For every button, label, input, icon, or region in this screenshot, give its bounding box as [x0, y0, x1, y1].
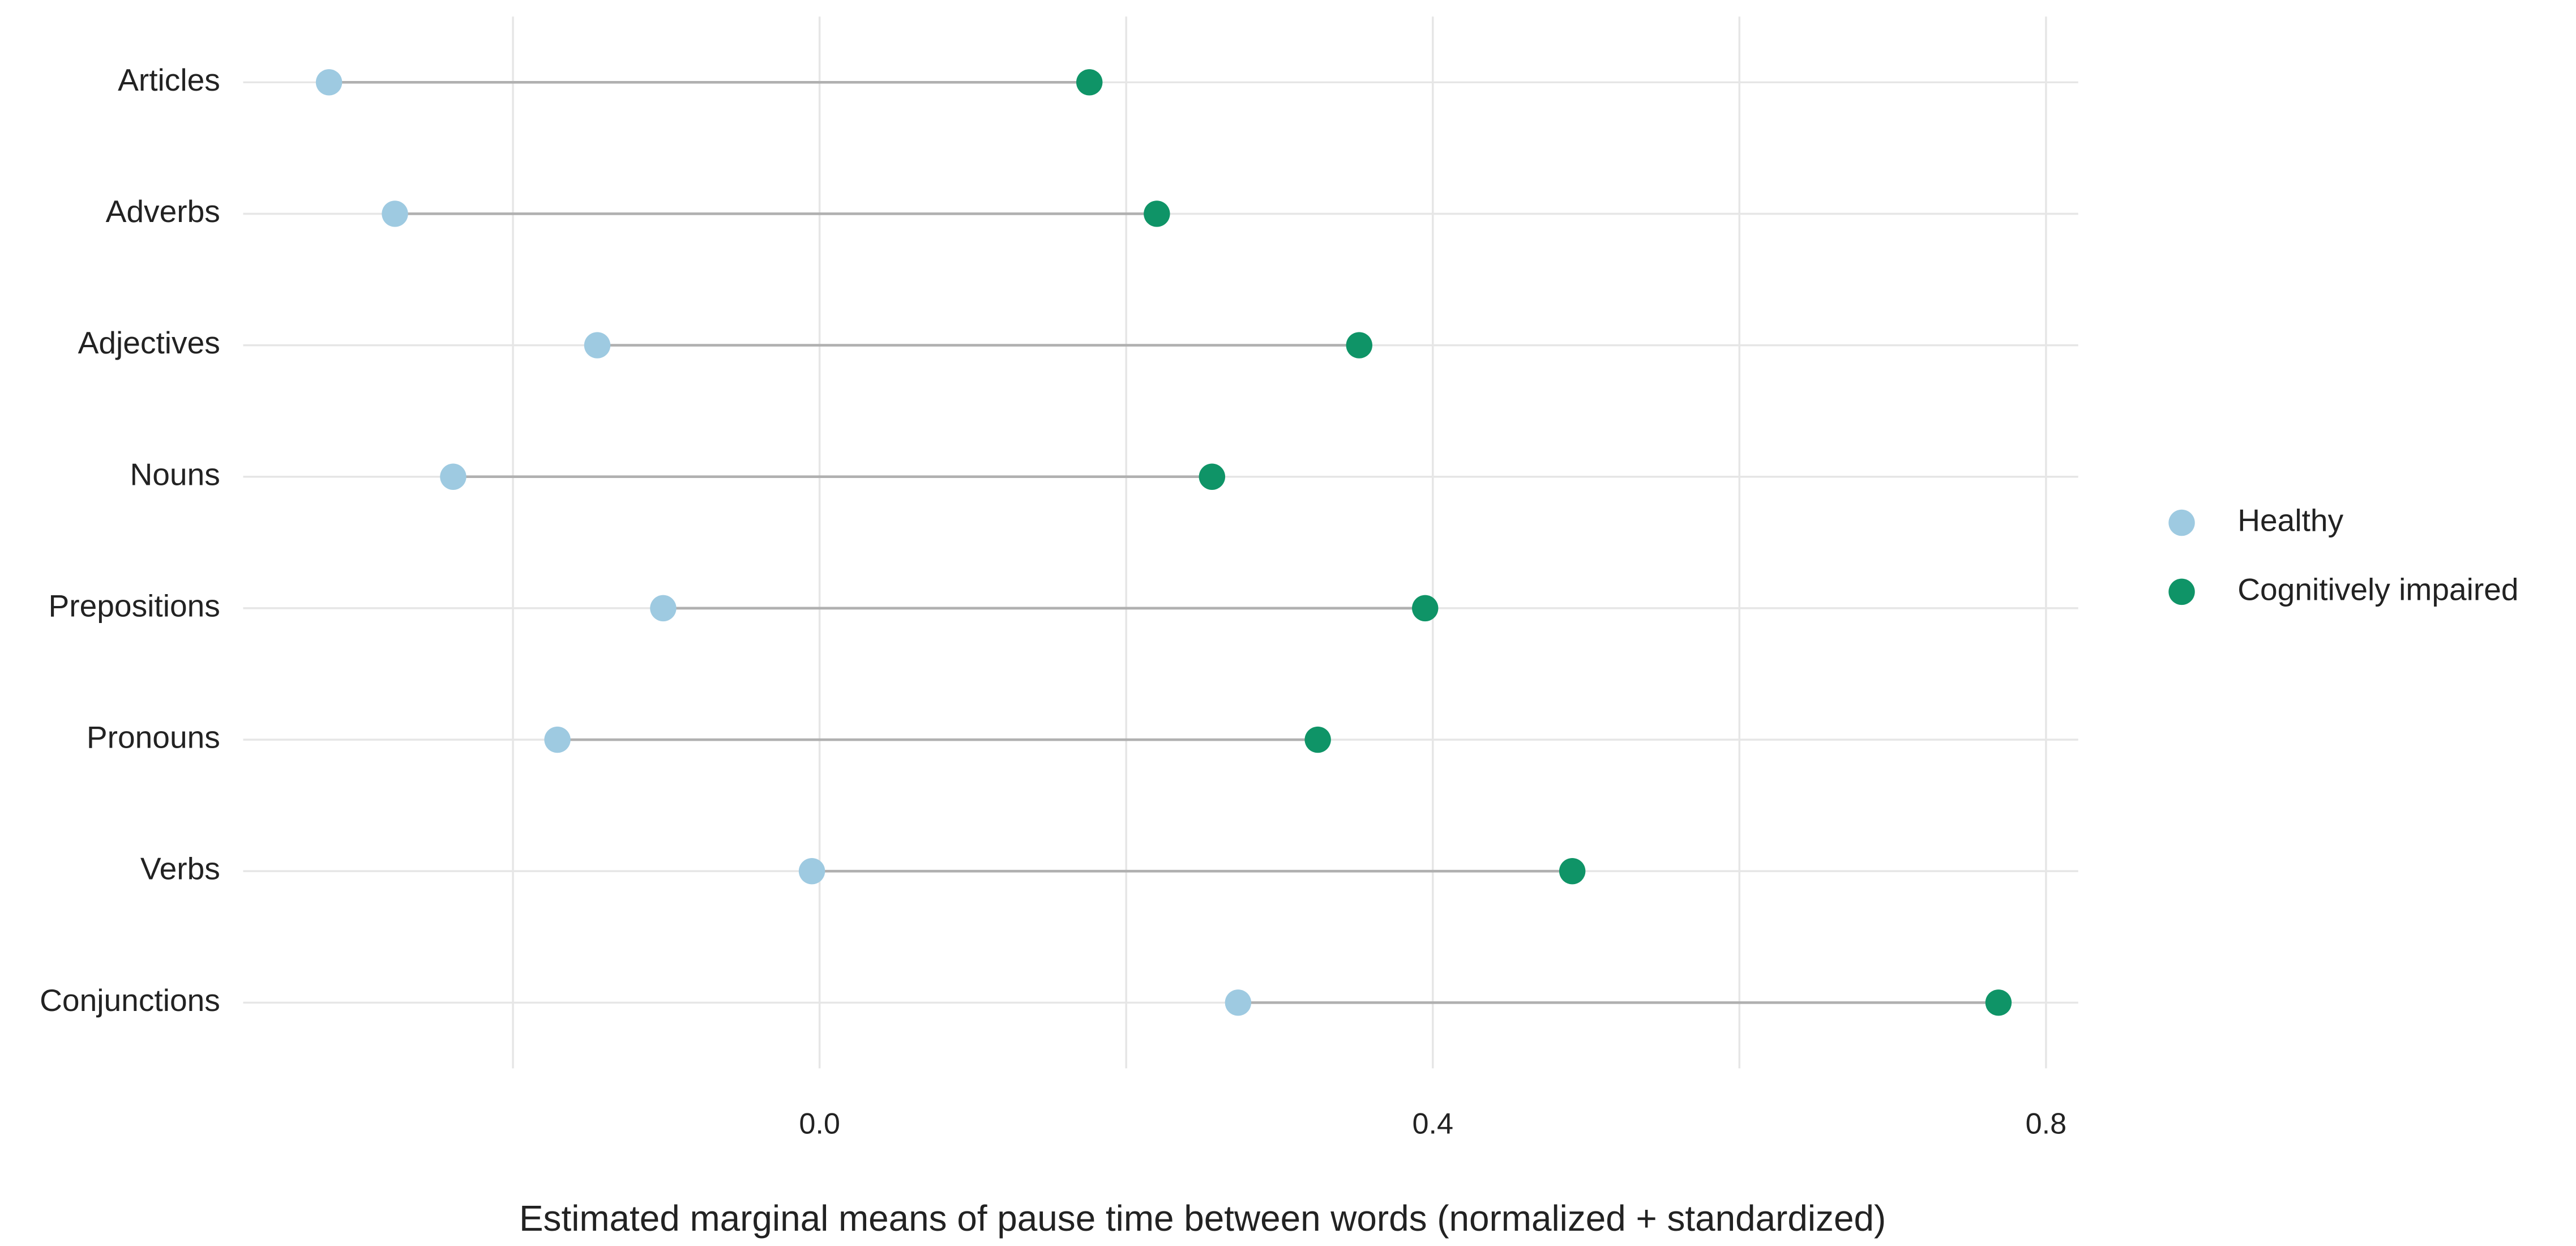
point	[440, 463, 467, 490]
x-tick-label: 0.4	[1412, 1108, 1453, 1141]
point	[1304, 726, 1331, 753]
y-tick-label: Verbs	[140, 851, 220, 886]
point	[544, 726, 571, 753]
point	[1412, 595, 1439, 622]
legend-marker	[2168, 509, 2195, 536]
point	[798, 857, 825, 885]
point	[584, 332, 611, 359]
point	[1144, 200, 1170, 227]
point	[1985, 989, 2012, 1016]
y-tick-label: Pronouns	[87, 720, 220, 755]
legend-label: Cognitively impaired	[2237, 571, 2518, 607]
point	[382, 200, 408, 227]
y-tick-label: Adjectives	[78, 325, 220, 360]
point	[650, 595, 677, 622]
point	[1199, 463, 1226, 490]
point	[1225, 989, 1252, 1016]
point	[1559, 857, 1586, 885]
legend-label: Healthy	[2237, 503, 2343, 538]
point	[1076, 69, 1103, 96]
y-tick-label: Conjunctions	[40, 983, 220, 1018]
y-tick-label: Prepositions	[48, 588, 220, 623]
x-axis-label: Estimated marginal means of pause time b…	[519, 1198, 1886, 1239]
point	[1346, 332, 1372, 359]
point	[315, 69, 343, 96]
y-tick-label: Nouns	[130, 456, 220, 492]
y-tick-label: Adverbs	[106, 194, 220, 229]
x-tick-label: 0.8	[2026, 1108, 2067, 1141]
legend-marker	[2168, 578, 2195, 605]
x-tick-label: 0.0	[799, 1108, 840, 1141]
y-tick-label: Articles	[118, 62, 220, 97]
